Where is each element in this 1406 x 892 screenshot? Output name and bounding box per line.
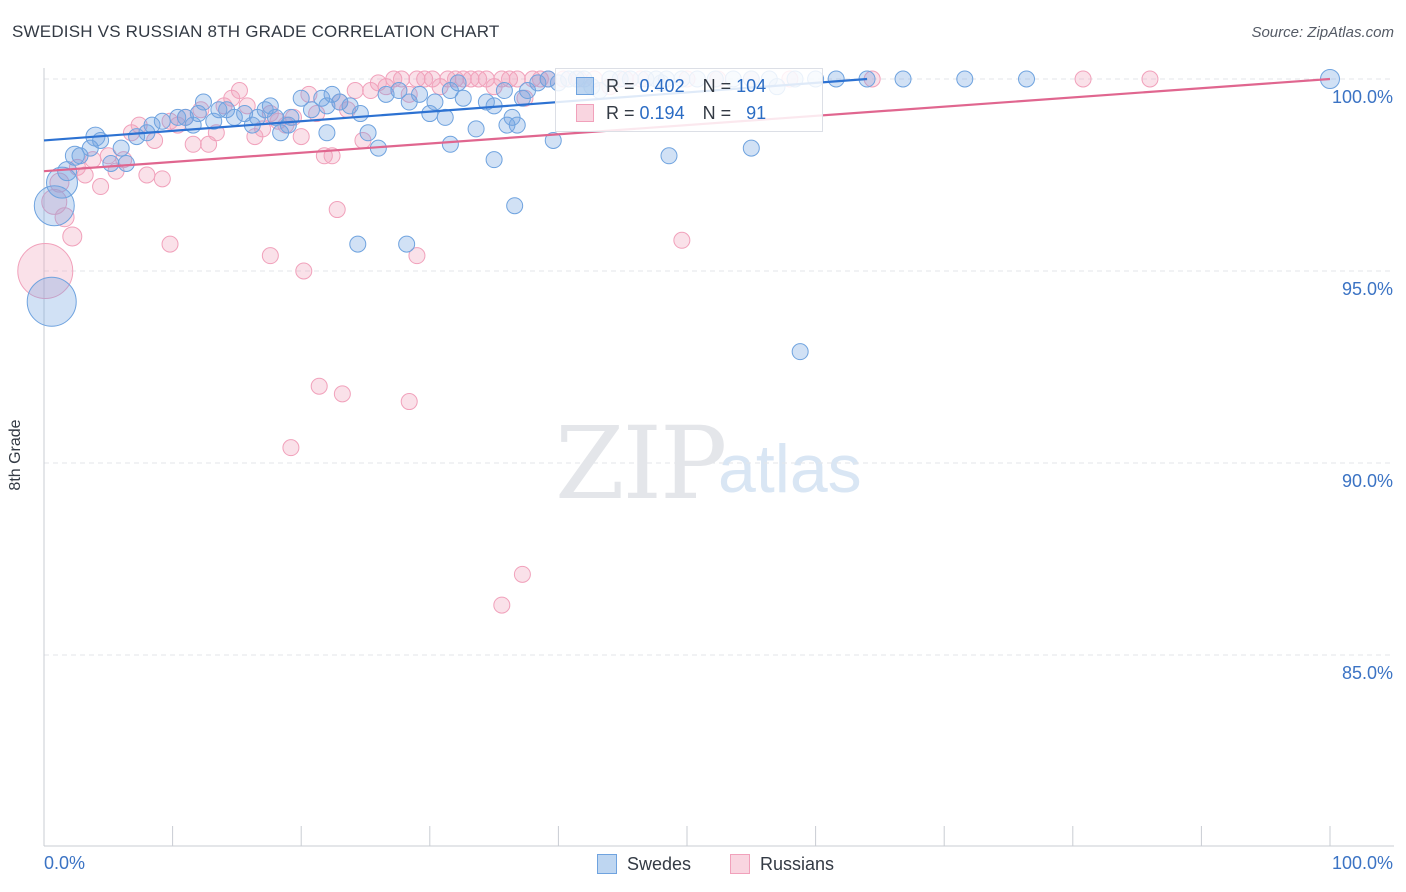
swedes-point: [441, 135, 459, 153]
russians-point: [508, 70, 526, 88]
x-tick-label: 100.0%: [1332, 853, 1393, 873]
swedes-point: [102, 154, 120, 172]
russians-r-value: 0.194: [639, 102, 685, 123]
swedes-point: [894, 70, 912, 88]
y-axis-label: 8th Grade: [7, 419, 24, 491]
swedes-n-label: N =: [702, 75, 732, 96]
russians-r-label: R =: [606, 102, 635, 123]
russians-point: [310, 377, 328, 395]
russians-point: [153, 170, 171, 188]
russians-point: [17, 243, 74, 299]
chart-title: SWEDISH VS RUSSIAN 8TH GRADE CORRELATION…: [12, 22, 500, 41]
swedes-point: [377, 85, 395, 103]
swedes-r-value: 0.402: [639, 75, 685, 96]
russians-point: [138, 166, 156, 184]
swedes-point: [153, 112, 171, 130]
russians-point: [295, 262, 313, 280]
swedes-point: [292, 89, 310, 107]
russians-point: [261, 247, 279, 265]
swedes-point: [349, 235, 367, 253]
swedes-point: [742, 139, 760, 157]
swedes-legend-label: Swedes: [627, 853, 692, 874]
swedes-swatch: [576, 77, 594, 95]
russians-point: [400, 393, 418, 411]
swedes-point: [266, 108, 284, 126]
swedes-point: [1018, 70, 1036, 88]
swedes-point: [194, 93, 212, 111]
swedes-point: [359, 124, 377, 142]
russians-point: [54, 207, 75, 228]
swedes-point: [117, 154, 135, 172]
russians-point: [333, 385, 351, 403]
swedes-point: [454, 89, 472, 107]
swedes-point: [660, 147, 678, 165]
swedes-point: [26, 276, 77, 327]
swedes-point: [351, 105, 369, 123]
russians-point: [184, 135, 202, 153]
russians-point: [230, 82, 248, 100]
y-tick-label: 85.0%: [1342, 663, 1393, 683]
swedes-point: [449, 74, 467, 92]
bottom-legend-russians: Russians: [730, 852, 834, 876]
swedes-point: [318, 124, 336, 142]
x-tick-label: 0.0%: [44, 853, 85, 873]
bottom-legend-swedes: Swedes: [597, 852, 691, 876]
swedes-point: [544, 131, 562, 149]
russians-point: [408, 247, 426, 265]
swedes-point: [46, 166, 79, 199]
swedes-point: [64, 145, 85, 166]
russians-point: [62, 226, 83, 247]
swedes-point: [529, 74, 547, 92]
russians-point: [49, 172, 70, 193]
russians-legend-swatch: [730, 854, 750, 874]
russians-swatch: [576, 104, 594, 122]
russians-point: [1074, 70, 1092, 88]
swedes-legend-swatch: [597, 854, 617, 874]
russians-point: [292, 128, 310, 146]
russians-point: [673, 231, 691, 249]
swedes-point: [398, 235, 416, 253]
swedes-n-value: 104: [736, 75, 767, 96]
swedes-point: [791, 343, 809, 361]
russians-point: [92, 178, 110, 196]
y-tick-label: 90.0%: [1342, 471, 1393, 491]
russians-point: [161, 235, 179, 253]
swedes-point: [508, 116, 526, 134]
swedes-point: [498, 116, 516, 134]
legend-row-swedes: R = 0.402 N = 104: [576, 74, 766, 98]
swedes-point: [33, 185, 75, 227]
russians-point: [1141, 70, 1159, 88]
russians-point: [493, 596, 511, 614]
swedes-point: [390, 82, 408, 100]
y-tick-label: 95.0%: [1342, 279, 1393, 299]
russians-point: [328, 201, 346, 219]
russians-n-value: 91: [746, 102, 767, 123]
russians-n-label: N =: [702, 102, 732, 123]
swedes-point: [331, 93, 349, 111]
russians-point: [513, 565, 531, 583]
swedes-point: [827, 70, 845, 88]
chart-source: Source: ZipAtlas.com: [1251, 24, 1394, 41]
swedes-r-label: R =: [606, 75, 635, 96]
swedes-point: [956, 70, 974, 88]
russians-legend-label: Russians: [760, 853, 835, 874]
swedes-point: [421, 105, 439, 123]
russians-point: [282, 439, 300, 457]
swedes-point: [411, 85, 429, 103]
russians-point: [76, 166, 94, 184]
correlation-legend: R = 0.402 N = 104 R = 0.194 N = 91: [555, 68, 823, 132]
swedes-point: [495, 82, 513, 100]
russians-point: [346, 82, 364, 100]
swedes-point: [467, 120, 485, 138]
swedes-point: [279, 116, 297, 134]
watermark-atlas: atlas: [718, 431, 862, 507]
swedes-point: [485, 151, 503, 169]
swedes-point: [112, 139, 130, 157]
y-tick-label: 100.0%: [1332, 87, 1393, 107]
legend-row-russians: R = 0.194 N = 91: [576, 101, 766, 125]
swedes-point: [506, 197, 524, 215]
